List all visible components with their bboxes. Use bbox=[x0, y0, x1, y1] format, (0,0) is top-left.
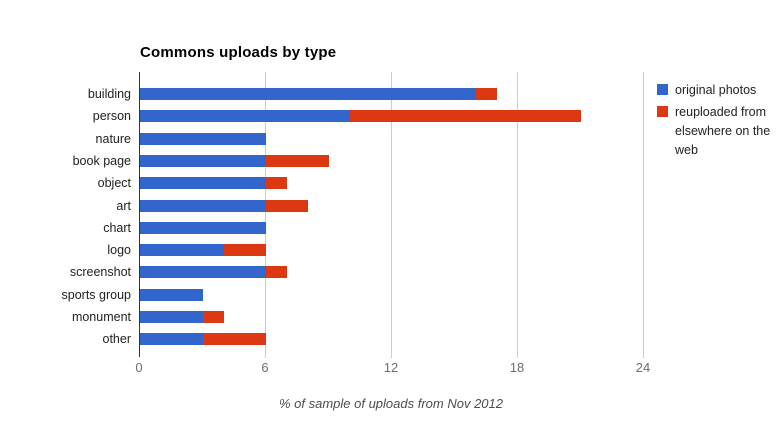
bar-segment-reuploaded bbox=[203, 333, 266, 346]
bar-segment-reuploaded bbox=[266, 177, 287, 190]
category-label-screenshot: screenshot bbox=[69, 265, 131, 280]
bar-segment-original-photos bbox=[140, 199, 266, 212]
category-label-logo: logo bbox=[107, 243, 131, 258]
x-tick-label-24: 24 bbox=[635, 360, 651, 375]
legend-label: reuploaded from elsewhere on the web bbox=[675, 105, 771, 157]
gridline-24 bbox=[643, 72, 644, 358]
gridline-12 bbox=[391, 72, 392, 358]
category-label-book-page: book page bbox=[72, 153, 131, 168]
bar-segment-reuploaded bbox=[266, 199, 308, 212]
x-tick-label-18: 18 bbox=[509, 360, 525, 375]
bar-segment-original-photos bbox=[140, 177, 266, 190]
legend-swatch-icon bbox=[657, 106, 668, 117]
x-tick-label-0: 0 bbox=[135, 360, 143, 375]
bar-segment-original-photos bbox=[140, 88, 476, 100]
x-tick-label-6: 6 bbox=[261, 360, 269, 375]
bar-segment-original-photos bbox=[140, 333, 203, 346]
chart-title: Commons uploads by type bbox=[140, 44, 337, 61]
category-label-sports-group: sports group bbox=[61, 287, 131, 302]
y-axis-baseline bbox=[139, 72, 140, 357]
category-label-art: art bbox=[116, 198, 131, 213]
plot-area: 0 6 12 18 24 bbox=[135, 72, 663, 375]
x-axis-title: % of sample of uploads from Nov 2012 bbox=[278, 396, 503, 411]
gridline-6 bbox=[265, 72, 266, 358]
category-label-other: other bbox=[102, 332, 132, 347]
bar-segment-reuploaded bbox=[476, 88, 497, 100]
category-label-object: object bbox=[97, 176, 131, 191]
category-label-nature: nature bbox=[95, 131, 131, 146]
legend-item-0: original photos bbox=[657, 81, 779, 100]
bar-segment-reuploaded bbox=[224, 244, 266, 257]
bar-segment-reuploaded bbox=[266, 266, 287, 279]
bar-segment-original-photos bbox=[140, 311, 203, 323]
legend-item-1: reuploaded from elsewhere on the web bbox=[657, 103, 779, 160]
bar-segment-original-photos bbox=[140, 244, 224, 257]
bar-segment-reuploaded bbox=[350, 110, 581, 123]
bar-segment-original-photos bbox=[140, 154, 266, 167]
bar-segment-original-photos bbox=[140, 110, 350, 123]
legend-label: original photos bbox=[675, 83, 757, 97]
bar-segment-reuploaded bbox=[266, 154, 329, 167]
category-label-building: building bbox=[87, 87, 131, 101]
category-label-monument: monument bbox=[71, 310, 131, 324]
bar-segment-reuploaded bbox=[203, 311, 224, 323]
gridline-18 bbox=[517, 72, 518, 358]
bar-segment-original-photos bbox=[140, 266, 266, 279]
category-label-chart: chart bbox=[103, 220, 131, 235]
category-axis-labels: building person nature book page object art ch… bbox=[0, 0, 131, 434]
bar-segment-original-photos bbox=[140, 221, 266, 234]
legend: original photos reuploaded from elsewhere… bbox=[657, 81, 779, 163]
category-label-person: person bbox=[92, 109, 131, 124]
bar-segment-original-photos bbox=[140, 288, 203, 301]
x-tick-label-12: 12 bbox=[383, 360, 399, 375]
legend-swatch-icon bbox=[657, 84, 668, 95]
bar-segment-original-photos bbox=[140, 132, 266, 145]
